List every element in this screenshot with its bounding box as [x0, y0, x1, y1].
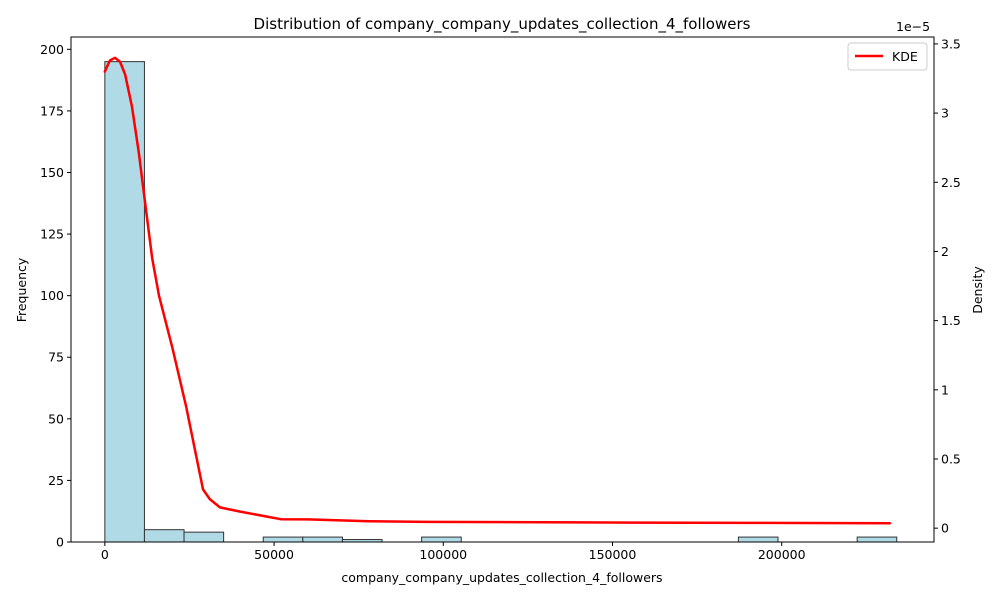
chart-title: Distribution of company_company_updates_…: [254, 15, 751, 34]
histogram-bar: [302, 536, 343, 543]
histogram-bar: [737, 536, 779, 543]
y-tick-label: 0: [56, 535, 64, 550]
x-tick-label: 0: [101, 547, 109, 562]
kde-curve-group: [103, 56, 892, 525]
y-tick-label: 200: [40, 42, 64, 57]
histogram-bar: [421, 536, 462, 543]
y-axis-right: 0 0.5 1 1.5 2 2.5 3 3.5: [934, 36, 961, 536]
y2-offset-text: 1e−5: [896, 19, 930, 34]
plot-frame: [70, 36, 935, 543]
x-axis: 0 50000 100000 150000 200000: [101, 542, 806, 562]
y2-tick-label: 3: [941, 106, 949, 121]
legend-box: [847, 42, 928, 71]
histogram-bar: [104, 61, 145, 543]
legend-kde-label: KDE: [892, 49, 918, 64]
y2-tick-label: 2.5: [941, 175, 961, 190]
histogram-bar: [856, 536, 898, 543]
y2-tick-label: 2: [941, 244, 949, 259]
y-tick-label: 100: [40, 288, 64, 303]
y-axis-label: Frequency: [14, 257, 29, 322]
y-axis-left: 0 25 50 75 100 125 150 175 200: [40, 42, 71, 550]
y-tick-label: 50: [48, 411, 64, 426]
y-tick-label: 125: [40, 227, 64, 242]
y2-tick-label: 0: [941, 521, 949, 536]
x-tick-label: 200000: [758, 547, 806, 562]
x-tick-label: 150000: [589, 547, 637, 562]
y-tick-label: 25: [48, 473, 64, 488]
y2-tick-label: 1.5: [941, 313, 961, 328]
legend: KDE: [847, 42, 928, 71]
x-tick-label: 100000: [419, 547, 467, 562]
y2-tick-label: 3.5: [941, 36, 961, 51]
histogram-bar: [143, 529, 185, 543]
y2-axis-label: Density: [970, 266, 985, 314]
histogram-bar: [262, 536, 304, 543]
y-tick-label: 75: [48, 350, 64, 365]
x-tick-label: 50000: [254, 547, 294, 562]
y2-tick-label: 0.5: [941, 451, 961, 466]
kde-line: [103, 56, 892, 525]
y-tick-label: 175: [40, 103, 64, 118]
y2-tick-label: 1: [941, 382, 949, 397]
y-tick-label: 150: [40, 165, 64, 180]
x-axis-label: company_company_updates_collection_4_fol…: [341, 570, 662, 585]
histogram-bar: [183, 531, 225, 543]
